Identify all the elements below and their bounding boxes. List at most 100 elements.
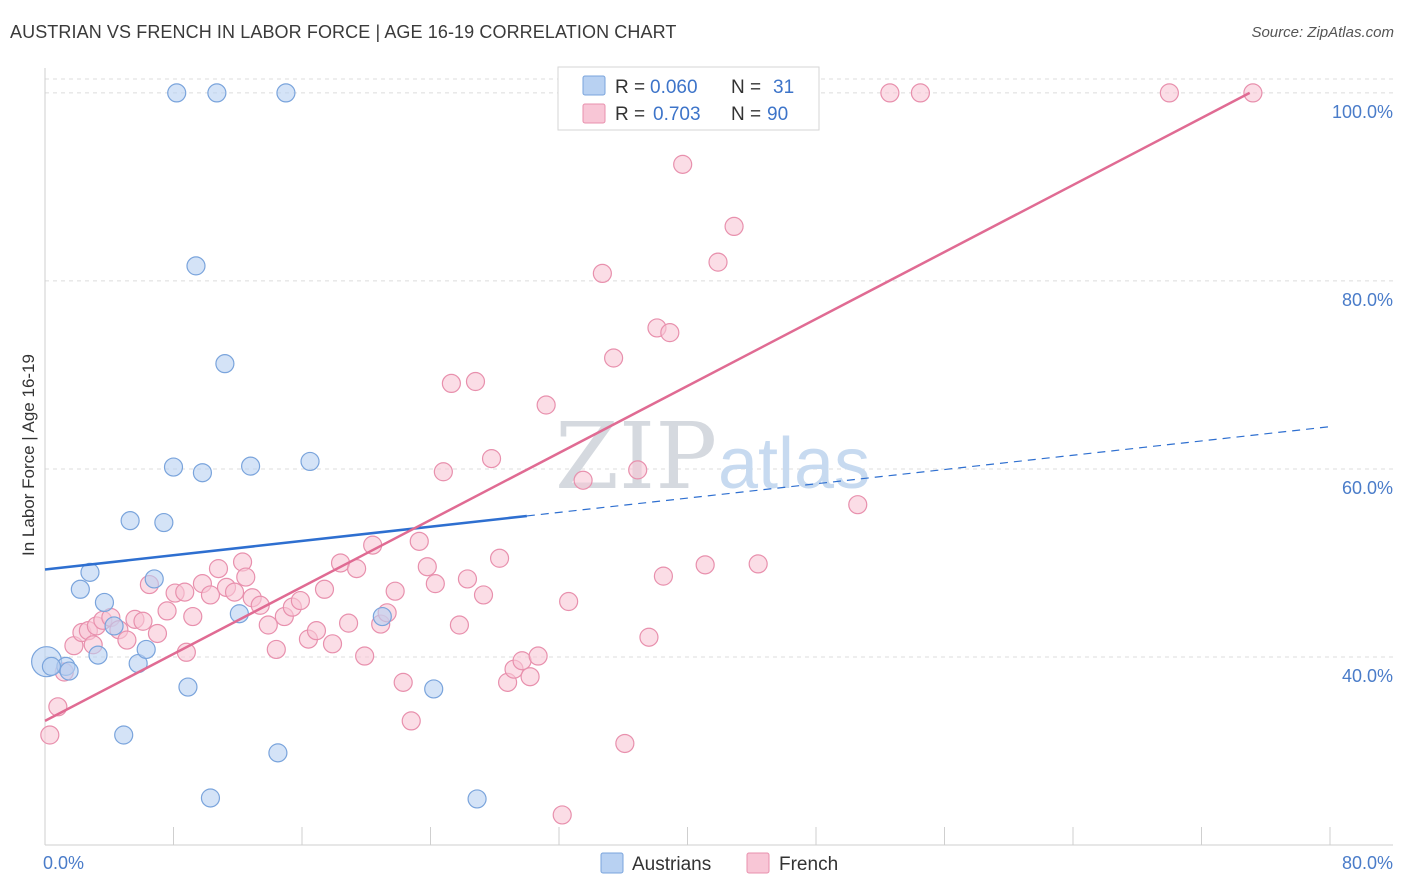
french-point <box>425 574 445 594</box>
austrians-trend-line <box>44 514 528 571</box>
trend-lines <box>44 91 1331 723</box>
french-points <box>40 83 1263 825</box>
french-point <box>40 725 60 745</box>
austrian-point <box>200 788 221 808</box>
legend-r-label-austrians: R = <box>615 77 645 98</box>
french-point <box>157 601 177 621</box>
french-point <box>258 615 278 635</box>
chart-source: Source: ZipAtlas.com <box>1251 24 1394 41</box>
french-point <box>708 252 728 272</box>
french-point <box>457 569 478 589</box>
austrian-point <box>163 457 184 477</box>
austrian-point <box>104 616 124 636</box>
austrian-point <box>268 743 288 763</box>
bottom-legend: Austrians French <box>600 852 838 875</box>
legend-n-value-french: 90 <box>767 104 788 125</box>
austrian-point <box>192 463 213 483</box>
austrian-point <box>88 645 108 665</box>
french-point <box>314 579 335 599</box>
austrian-point <box>41 656 62 676</box>
french-point <box>266 639 286 660</box>
french-point <box>183 606 203 627</box>
french-point <box>848 495 868 515</box>
legend-n-value-austrians: 31 <box>773 77 794 98</box>
french-point <box>628 460 648 480</box>
austrian-point <box>167 83 187 103</box>
french-point <box>117 630 137 650</box>
x-tick-labels: 0.0% 80.0% <box>43 853 1393 873</box>
french-point <box>573 470 593 490</box>
french-point <box>449 615 470 635</box>
french-point <box>660 323 680 343</box>
austrian-point <box>70 579 90 599</box>
austrian-point <box>372 606 392 627</box>
french-point <box>673 154 693 174</box>
french-point <box>385 581 405 601</box>
french-point <box>306 621 327 641</box>
french-point <box>409 531 429 551</box>
y-tick-label: 40.0% <box>1342 666 1393 686</box>
french-point <box>520 667 540 687</box>
austrian-point <box>178 677 198 697</box>
y-tick-label: 100.0% <box>1332 102 1393 122</box>
french-point <box>910 83 931 103</box>
legend-r-value-austrians: 0.060 <box>650 77 698 98</box>
legend-r-label-french: R = <box>615 104 645 125</box>
french-point <box>552 805 572 825</box>
french-point <box>489 548 510 568</box>
austrian-point <box>467 789 487 809</box>
bottom-legend-label-french: French <box>779 854 838 875</box>
french-point <box>175 582 195 602</box>
austrian-point <box>144 569 164 589</box>
austrian-point <box>300 451 320 472</box>
french-point <box>236 567 256 587</box>
french-point <box>512 651 532 671</box>
bottom-legend-label-austrians: Austrians <box>632 854 711 875</box>
french-point <box>224 582 245 602</box>
french-point <box>338 613 359 633</box>
axes <box>44 68 1393 846</box>
french-point <box>695 555 715 575</box>
austrian-points <box>31 83 487 809</box>
austrian-point <box>59 661 79 681</box>
legend-r-value-french: 0.703 <box>653 104 701 125</box>
y-tick-label: 80.0% <box>1342 290 1393 310</box>
austrian-point <box>94 592 115 613</box>
french-point <box>465 371 486 392</box>
french-point <box>322 634 343 654</box>
austrian-point <box>424 679 444 699</box>
french-point <box>724 216 744 237</box>
watermark-zip: ZIP <box>555 403 717 510</box>
french-point <box>417 557 437 577</box>
french-point <box>290 590 310 611</box>
french-point <box>639 627 659 647</box>
french-point <box>559 591 579 612</box>
austrian-point <box>186 256 206 276</box>
french-point <box>592 263 612 284</box>
french-point <box>200 585 221 605</box>
austrian-point <box>215 354 235 374</box>
legend-n-label-french: N = <box>731 104 761 125</box>
french-point <box>355 646 375 666</box>
legend-n-label-austrians: N = <box>731 77 761 98</box>
french-point <box>528 646 548 666</box>
french-point <box>1159 83 1179 103</box>
austrians-trend-extension <box>526 426 1331 517</box>
bottom-legend-swatch-french <box>746 852 770 874</box>
french-point <box>481 449 502 469</box>
x-tick-label-min: 0.0% <box>43 853 84 873</box>
french-point <box>208 559 229 579</box>
french-point <box>441 373 461 394</box>
french-point <box>653 566 674 586</box>
french-point <box>880 83 900 103</box>
french-point <box>433 462 453 482</box>
french-point <box>133 611 153 631</box>
french-point <box>1243 83 1263 103</box>
bottom-legend-swatch-austrians <box>600 852 624 874</box>
french-trend-line <box>44 91 1251 723</box>
watermark: ZIP atlas <box>555 403 870 510</box>
austrian-point <box>136 639 156 660</box>
legend-swatch-french <box>582 103 606 124</box>
y-tick-labels: 40.0% 60.0% 80.0% 100.0% <box>1332 102 1393 686</box>
